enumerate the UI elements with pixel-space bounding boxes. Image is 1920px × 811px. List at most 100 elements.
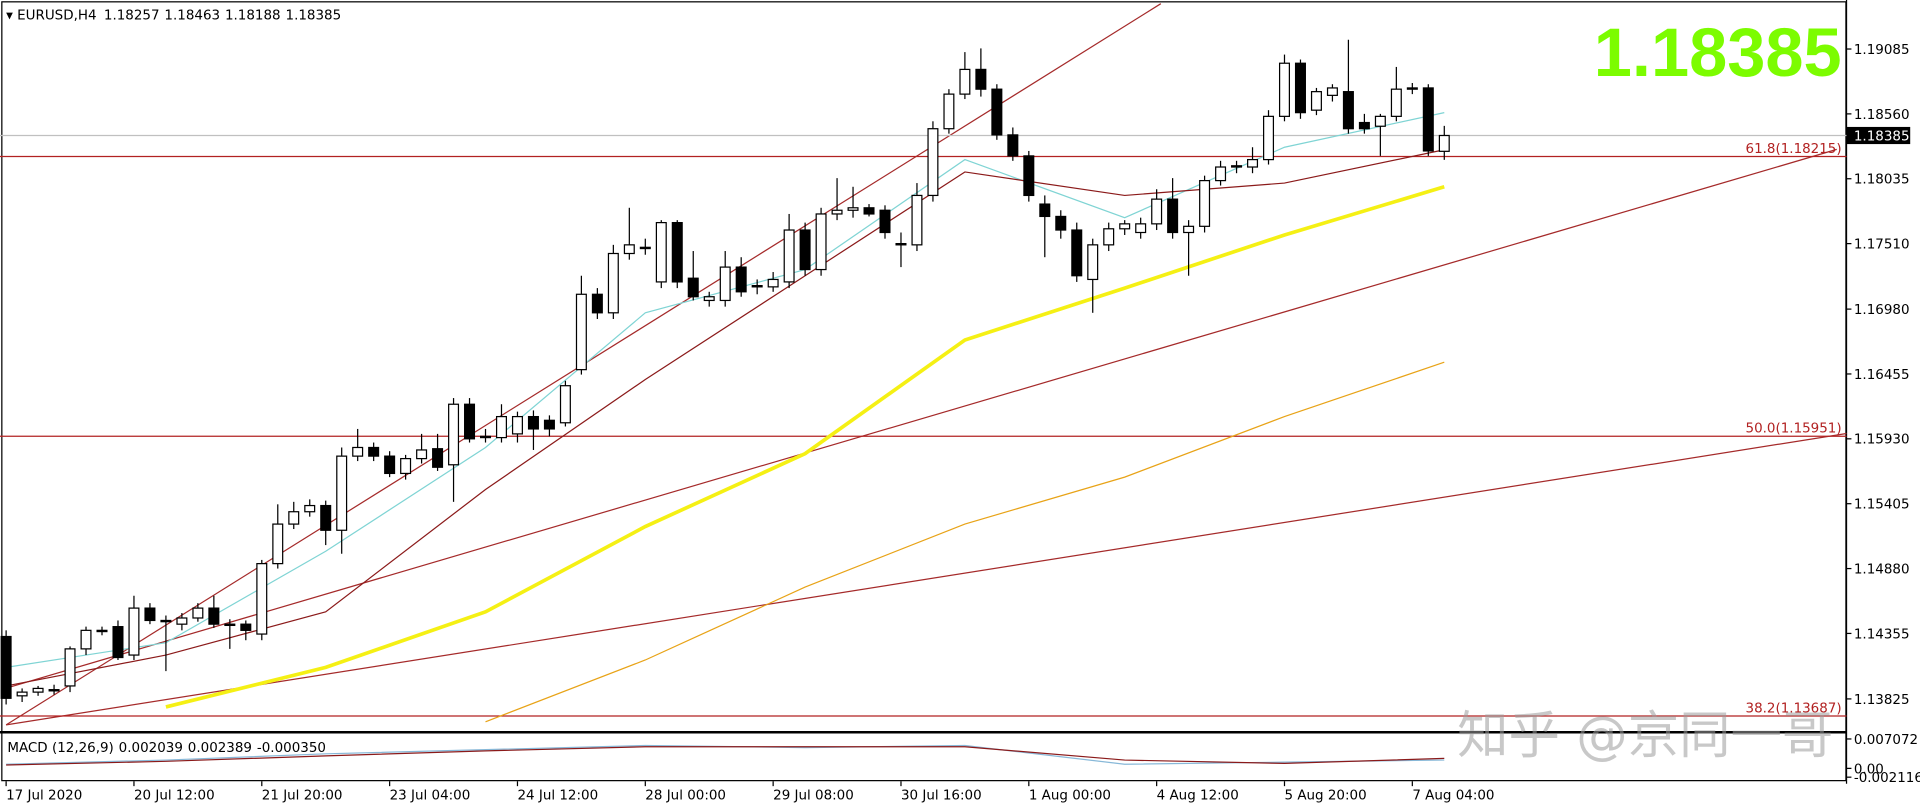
x-tick-label: 24 Jul 12:00 bbox=[517, 789, 598, 804]
macd-value: 0.002039 bbox=[119, 741, 183, 756]
y-tick-label: 1.14355 bbox=[1854, 627, 1910, 642]
candle-body bbox=[943, 93, 955, 130]
candle-body bbox=[144, 607, 156, 622]
fib-label: 38.2(1.13687) bbox=[1746, 701, 1842, 716]
x-tick-label: 23 Jul 04:00 bbox=[390, 789, 471, 804]
candle-body bbox=[1326, 87, 1338, 96]
candle-body bbox=[1103, 228, 1115, 246]
candle-body bbox=[527, 415, 539, 430]
macd-label: MACD (12,26,9) bbox=[7, 741, 113, 756]
x-tick-label: 28 Jul 00:00 bbox=[645, 789, 726, 804]
fib-label: 61.8(1.18215) bbox=[1746, 142, 1842, 157]
candle-body bbox=[352, 446, 364, 457]
fib-label: 50.0(1.15951) bbox=[1746, 422, 1842, 437]
candle-body bbox=[464, 403, 476, 440]
candle-body bbox=[959, 68, 971, 95]
candle-body bbox=[1087, 244, 1099, 281]
x-tick-label: 4 Aug 12:00 bbox=[1157, 789, 1239, 804]
macd-line bbox=[6, 746, 1445, 766]
candle-body bbox=[1278, 62, 1291, 117]
candle-body bbox=[543, 419, 555, 430]
y-tick-label: 1.13825 bbox=[1854, 693, 1910, 708]
candle-body bbox=[1342, 91, 1354, 130]
candle-body bbox=[1055, 215, 1067, 231]
candle-body bbox=[432, 448, 444, 468]
candle-body bbox=[815, 213, 827, 271]
candle-body bbox=[16, 691, 28, 697]
candle-body bbox=[288, 511, 300, 525]
candle-body bbox=[575, 293, 587, 371]
candle-body bbox=[480, 435, 492, 439]
candle-body bbox=[975, 68, 987, 90]
candle-body bbox=[607, 252, 619, 314]
candle-body bbox=[1438, 134, 1450, 152]
candle-body bbox=[48, 689, 60, 692]
x-tick-label: 1 Aug 00:00 bbox=[1029, 789, 1111, 804]
y-tick-label: 1.15930 bbox=[1854, 433, 1910, 448]
candle-body bbox=[1406, 87, 1418, 90]
candle-body bbox=[400, 457, 412, 475]
candle-body bbox=[1071, 229, 1083, 277]
x-tick-label: 30 Jul 16:00 bbox=[901, 789, 982, 804]
candle-body bbox=[559, 385, 571, 424]
x-tick-label: 20 Jul 12:00 bbox=[134, 789, 215, 804]
candle-body bbox=[128, 607, 140, 656]
macd-header: MACD (12,26,9) 0.002039 0.002389 -0.000350 bbox=[7, 741, 326, 756]
candle-body bbox=[80, 629, 92, 650]
candle-body bbox=[112, 626, 124, 659]
candle-body bbox=[495, 415, 507, 439]
candle-body bbox=[32, 687, 44, 693]
candle-body bbox=[703, 296, 715, 302]
candle-body bbox=[591, 293, 603, 314]
candle-body bbox=[991, 88, 1003, 136]
candle-body bbox=[1023, 155, 1035, 197]
plot-layer: 1.19085 1.18560 1.18035 1.17510 1.16980 1.164… bbox=[0, 39, 1920, 804]
y-tick-label: 1.14880 bbox=[1854, 562, 1910, 577]
macd-y-tick-label: 0.00 bbox=[1854, 762, 1884, 777]
candle-body bbox=[1358, 121, 1370, 130]
candle-body bbox=[1262, 115, 1275, 161]
candle-body bbox=[320, 504, 332, 531]
candle-body bbox=[1151, 198, 1163, 225]
candle-body bbox=[1135, 223, 1147, 234]
macd-y-tick-label: -0.002116 bbox=[1854, 771, 1920, 786]
candle-body bbox=[847, 207, 859, 211]
candle-body bbox=[192, 607, 204, 619]
candle-body bbox=[1374, 115, 1386, 127]
candle-body bbox=[895, 243, 907, 246]
candle-body bbox=[719, 266, 731, 302]
macd-signal: 0.002389 bbox=[188, 741, 252, 756]
candle-body bbox=[96, 629, 108, 633]
candle-body bbox=[176, 617, 188, 625]
x-tick-label: 17 Jul 2020 bbox=[6, 789, 82, 804]
candle-body bbox=[623, 244, 635, 255]
candle-body bbox=[927, 128, 939, 197]
last-price-box bbox=[1846, 126, 1911, 145]
last-price-label: 1.18385 bbox=[1854, 129, 1910, 144]
moving-average bbox=[485, 361, 1445, 723]
x-tick-label: 5 Aug 20:00 bbox=[1284, 789, 1366, 804]
open: 1.18257 bbox=[104, 9, 160, 24]
header-arrow: ▾ bbox=[6, 9, 17, 24]
candle-body bbox=[671, 221, 683, 283]
candle-body bbox=[1167, 198, 1179, 234]
candle-body bbox=[64, 648, 76, 687]
candle-body bbox=[336, 455, 348, 531]
candle-body bbox=[1422, 87, 1434, 152]
candle-body bbox=[1215, 166, 1227, 182]
candle-body bbox=[783, 229, 795, 283]
candle-body bbox=[240, 623, 252, 631]
candle-body bbox=[1183, 225, 1195, 234]
candle-body bbox=[687, 277, 699, 298]
close: 1.18385 bbox=[286, 9, 342, 24]
y-tick-label: 1.16455 bbox=[1854, 368, 1910, 383]
candle-body bbox=[160, 619, 172, 623]
candle-body bbox=[368, 446, 380, 457]
y-tick-label: 1.16980 bbox=[1854, 303, 1910, 318]
candle-body bbox=[1247, 158, 1259, 168]
candle-body bbox=[1007, 134, 1019, 157]
candle-body bbox=[304, 504, 316, 513]
x-tick-label: 7 Aug 04:00 bbox=[1412, 789, 1494, 804]
